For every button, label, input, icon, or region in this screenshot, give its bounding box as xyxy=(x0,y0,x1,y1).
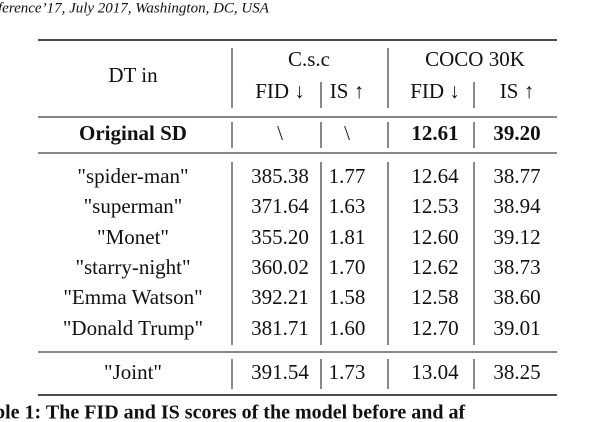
column-header: FID ↓ xyxy=(410,79,460,103)
cell-value: 12.60 xyxy=(411,225,458,249)
cell-value: 39.20 xyxy=(493,121,540,145)
cell-value: 39.01 xyxy=(493,316,540,340)
cell-value: 1.81 xyxy=(329,225,366,249)
row-label: "Emma Watson" xyxy=(63,285,202,309)
vertical-rules xyxy=(231,48,475,389)
cell-value: 38.25 xyxy=(493,360,540,384)
cell-value: 355.20 xyxy=(251,225,309,249)
cell-value: 1.63 xyxy=(329,194,366,218)
row-header: DT in xyxy=(108,63,158,87)
cell-value: 39.12 xyxy=(493,225,540,249)
cell-value: 1.58 xyxy=(329,285,366,309)
cell-value: 392.21 xyxy=(251,285,309,309)
column-header: FID ↓ xyxy=(255,79,305,103)
cell-value: 12.64 xyxy=(411,164,459,188)
cell-value: 1.60 xyxy=(329,316,366,340)
cell-value: 13.04 xyxy=(411,360,459,384)
row-label: "superman" xyxy=(84,194,183,218)
row-label: "spider-man" xyxy=(77,164,188,188)
group-header: COCO 30K xyxy=(425,47,525,71)
cell-value: 38.60 xyxy=(493,285,540,309)
cell-value: 38.94 xyxy=(493,194,541,218)
cell-value: \ xyxy=(344,121,350,145)
cell-value: 38.77 xyxy=(493,164,540,188)
cell-value: 391.54 xyxy=(251,360,309,384)
cell-value: 12.62 xyxy=(411,255,458,279)
column-header: IS ↑ xyxy=(330,79,364,103)
cell-value: 12.70 xyxy=(411,316,458,340)
cell-value: 385.38 xyxy=(251,164,309,188)
cell-value: 1.70 xyxy=(329,255,366,279)
cell-value: 381.71 xyxy=(251,316,309,340)
row-label: "starry-night" xyxy=(75,255,190,279)
cell-value: 38.73 xyxy=(493,255,540,279)
row-label: "Monet" xyxy=(97,225,169,249)
group-header: C.s.c xyxy=(288,47,330,71)
cell-value: 12.61 xyxy=(411,121,458,145)
cell-value: 371.64 xyxy=(251,194,309,218)
cell-value: 1.73 xyxy=(329,360,366,384)
column-header: IS ↑ xyxy=(500,79,534,103)
cell-value: \ xyxy=(277,121,283,145)
row-label: "Joint" xyxy=(104,360,162,384)
cell-value: 12.58 xyxy=(411,285,458,309)
caption: ble 1: The FID and IS scores of the mode… xyxy=(0,402,465,422)
running-header: ference’17, July 2017, Washington, DC, U… xyxy=(0,0,270,16)
cell-value: 12.53 xyxy=(411,194,458,218)
cell-value: 1.77 xyxy=(329,164,366,188)
row-label: Original SD xyxy=(79,121,187,145)
row-label: "Donald Trump" xyxy=(63,316,203,340)
cell-value: 360.02 xyxy=(251,255,309,279)
